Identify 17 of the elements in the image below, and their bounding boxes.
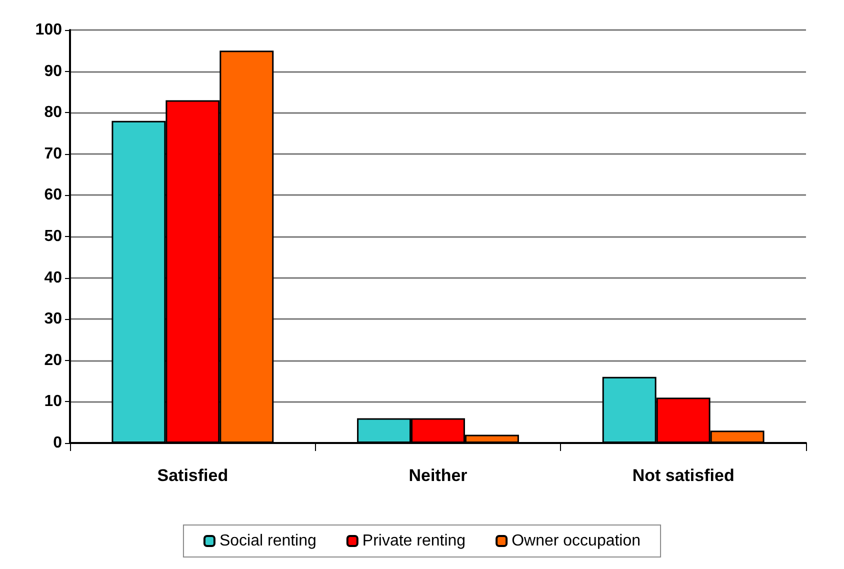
y-tick-label: 40 xyxy=(44,269,62,286)
x-tick-label: Neither xyxy=(408,466,468,485)
y-tick-label: 30 xyxy=(44,310,62,328)
x-tick-label: Satisfied xyxy=(157,466,228,485)
y-tick-label: 60 xyxy=(44,186,62,204)
y-tick-label: 50 xyxy=(44,228,62,245)
y-tick-label: 80 xyxy=(44,104,62,122)
legend-label: Owner occupation xyxy=(512,532,641,550)
y-tick-label: 10 xyxy=(44,393,62,410)
legend-label: Private renting xyxy=(362,532,466,550)
y-tick-label: 0 xyxy=(53,434,62,452)
x-tick-label: Not satisfied xyxy=(632,466,734,485)
y-tick-label: 20 xyxy=(44,352,62,369)
legend-label: Social renting xyxy=(219,532,316,550)
y-tick-label: 100 xyxy=(35,22,62,38)
y-tick-label: 90 xyxy=(44,62,62,80)
y-tick-label: 70 xyxy=(44,145,62,162)
